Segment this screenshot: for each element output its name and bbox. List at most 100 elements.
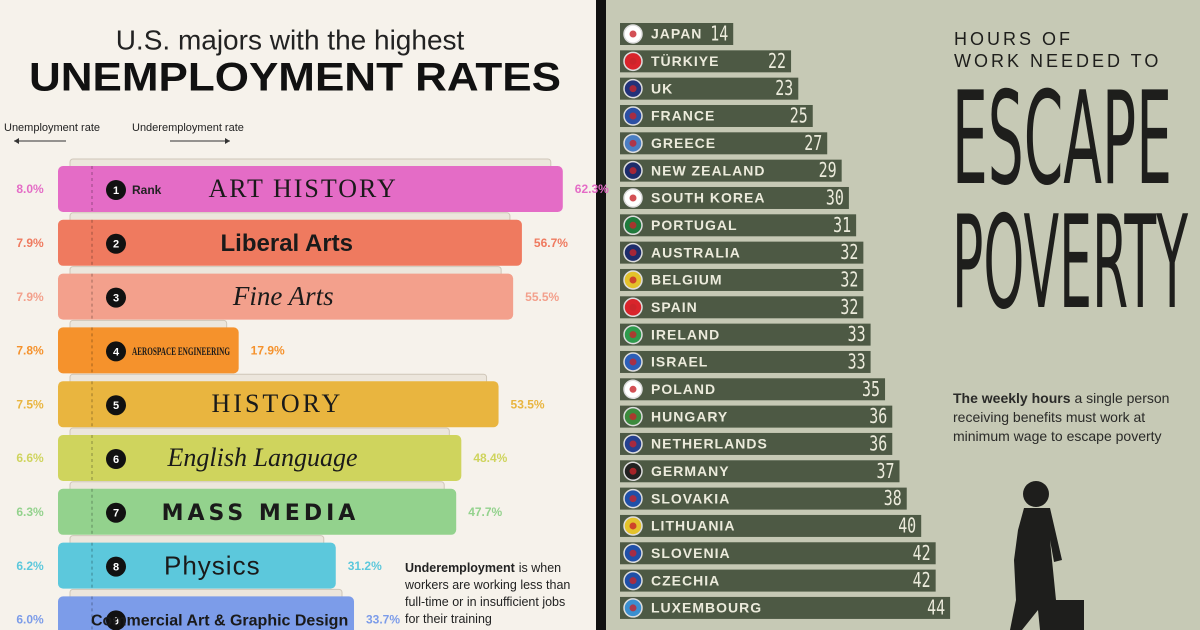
bar (620, 596, 951, 619)
arrow-head (225, 138, 230, 144)
value-label: 48.4% (473, 451, 507, 465)
value-label: 17.9% (251, 344, 285, 358)
flag-detail (629, 385, 637, 393)
value-label: 27 (804, 131, 822, 155)
bar (620, 569, 936, 592)
category-label: PORTUGAL (651, 217, 738, 233)
bar (620, 542, 936, 565)
bar (620, 487, 907, 510)
bar (620, 132, 828, 155)
value-label: 32 (840, 240, 858, 264)
value-label: 14 (710, 22, 728, 46)
axis-headers: Unemployment rate Underemployment rate (4, 122, 244, 144)
chart-title-emphasis: ESCAPE (952, 65, 1172, 214)
rank-badge (106, 287, 126, 308)
category-label: SLOVAKIA (651, 490, 730, 506)
right-chart: JAPAN 14 TÜRKIYE 22 UK 23 FRANCE 25 GREECE 27 NEW … (620, 22, 1188, 619)
category-label: GERMANY (651, 463, 730, 479)
chart-title-emphasis: POVERTY (952, 189, 1188, 338)
value-label: 6.2% (16, 559, 44, 573)
value-label: 37 (877, 459, 895, 483)
subtitle-line: a single person (1074, 390, 1169, 406)
bar (620, 296, 864, 319)
category-label: JAPAN (651, 26, 702, 42)
rank: 2 (113, 239, 119, 251)
category-label: LUXEMBOURG (651, 600, 762, 616)
bar (620, 186, 849, 209)
category-label: BELGIUM (651, 272, 723, 288)
value-label: 30 (826, 185, 844, 209)
value-label: 36 (869, 431, 887, 455)
value-label: 55.5% (525, 290, 559, 304)
category-label: Physics (164, 550, 261, 580)
subtitle-line: receiving benefits must work at (953, 409, 1145, 425)
flag-detail (629, 276, 637, 284)
category-label: POLAND (651, 381, 716, 397)
flag-detail (629, 495, 637, 503)
value-label: 23 (775, 76, 793, 100)
chart-title: U.S. majors with the highest (116, 24, 465, 55)
value-label: 31 (833, 213, 851, 237)
value-label: 32 (840, 295, 858, 319)
value-label: 6.3% (16, 505, 44, 519)
category-label: FRANCE (651, 108, 715, 124)
value-label: 56.7% (534, 236, 568, 250)
rank-badge (106, 341, 126, 362)
value-label: 7.5% (16, 397, 44, 411)
bar (58, 542, 336, 589)
category-label: Commercial Art & Graphic Design (91, 613, 348, 630)
value-label: 40 (898, 513, 916, 537)
flag-detail (629, 249, 637, 257)
arrow-head (14, 138, 19, 144)
value-label: 7.9% (16, 236, 44, 250)
category-label: SLOVENIA (651, 545, 731, 561)
note-line: is when (519, 561, 561, 575)
rank: 5 (113, 400, 119, 412)
chart-title-emphasis: UNEMPLOYMENT RATES (29, 56, 561, 100)
category-label: LITHUANIA (651, 518, 735, 534)
divider (596, 0, 606, 630)
category-label: MASS MEDIA (162, 501, 360, 526)
value-label: 29 (819, 158, 837, 182)
bar (58, 273, 514, 320)
category-label: NEW ZEALAND (651, 162, 765, 178)
value-label: 62.3% (575, 182, 609, 196)
silhouette-body (1010, 508, 1084, 630)
category-label: SOUTH KOREA (651, 190, 765, 206)
series-label: Unemployment rate (4, 122, 100, 134)
flag-detail (629, 112, 637, 120)
value-label: 31.2% (348, 559, 382, 573)
bar (620, 323, 871, 346)
rank-badge (106, 502, 126, 523)
rank: 1 (113, 185, 119, 197)
category-label: IRELAND (651, 326, 720, 342)
rank: 6 (113, 454, 119, 466)
rank: 7 (113, 508, 119, 520)
value-label: 7.8% (16, 344, 44, 358)
category-label: ART HISTORY (208, 174, 397, 203)
bar (620, 50, 792, 73)
flag-detail (629, 221, 637, 229)
bar (620, 514, 922, 537)
flag-detail (629, 358, 637, 366)
value-label: 42 (913, 541, 931, 565)
note-line: full-time or in insufficient jobs (405, 595, 565, 609)
value-label: 8.0% (16, 182, 44, 196)
rank-badge (106, 395, 126, 416)
silhouette (1010, 481, 1084, 630)
value-label: 6.0% (16, 613, 44, 627)
category-label: CZECHIA (651, 572, 720, 588)
value-label: 47.7% (468, 505, 502, 519)
bar (58, 327, 239, 374)
category-label: English Language (167, 443, 358, 472)
category-label: NETHERLANDS (651, 436, 768, 452)
flag-detail (629, 413, 637, 421)
rank: 9 (113, 615, 119, 627)
note-bold: Underemployment (405, 561, 516, 575)
category-label: AUSTRALIA (651, 244, 741, 260)
category-label: TÜRKIYE (651, 53, 719, 69)
category-label: Fine Arts (232, 281, 334, 311)
flag-detail (629, 331, 637, 339)
note: Underemployment is when workers are workin… (404, 561, 570, 626)
value-label: 53.5% (511, 397, 545, 411)
